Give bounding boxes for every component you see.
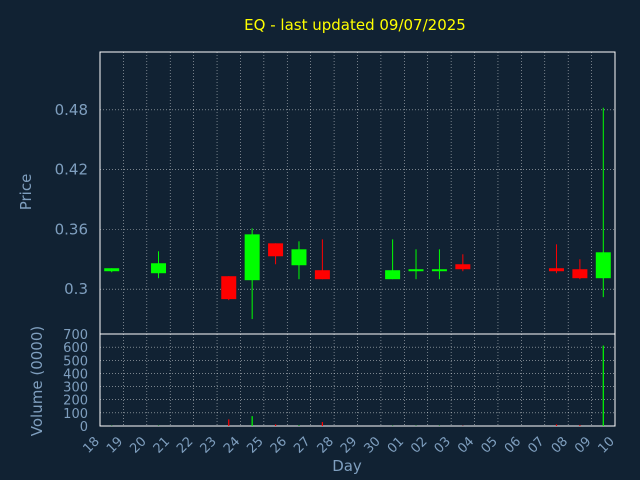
volume-tick-label: 300 — [63, 381, 88, 396]
x-tick-label: 01 — [385, 434, 407, 456]
x-tick-label: 22 — [174, 434, 196, 456]
x-tick-label: 08 — [549, 434, 571, 456]
candle-body — [291, 249, 307, 266]
x-axis-label: Day — [332, 457, 362, 475]
candle-body — [548, 268, 564, 272]
candles-layer — [104, 107, 611, 320]
volume-tick-label: 700 — [63, 328, 88, 343]
x-tick-label: 09 — [572, 434, 594, 456]
volume-bars-layer — [111, 345, 604, 426]
x-tick-label: 25 — [244, 434, 266, 456]
plot-frames — [99, 51, 616, 427]
candle-body — [455, 264, 471, 270]
x-tick-label: 30 — [361, 434, 383, 456]
x-tick-label: 05 — [478, 434, 500, 456]
price-axis-label: Price — [17, 174, 35, 211]
volume-bar — [321, 422, 323, 426]
grid-layer — [100, 52, 615, 426]
x-tick-label: 18 — [81, 434, 103, 456]
volume-tick-label: 500 — [63, 354, 88, 369]
x-tick-label: 24 — [221, 434, 243, 456]
x-tick-label: 21 — [151, 434, 173, 456]
volume-axis-label: Volume (0000) — [28, 326, 46, 436]
x-tick-label: 27 — [291, 434, 313, 456]
volume-tick-label: 0 — [80, 420, 88, 435]
volume-tick-label: 400 — [63, 367, 88, 382]
x-tick-label: 07 — [525, 434, 547, 456]
candle-body — [104, 268, 120, 272]
candle-body — [595, 252, 611, 279]
volume-bar — [251, 416, 253, 426]
price-tick-label: 0.48 — [55, 101, 88, 119]
x-tick-label: 04 — [455, 434, 477, 456]
x-tick-label: 06 — [502, 434, 524, 456]
candle-body — [572, 269, 588, 279]
x-tick-label: 03 — [432, 434, 454, 456]
volume-bar — [228, 419, 230, 426]
volume-tick-label: 100 — [63, 407, 88, 422]
volume-tick-label: 600 — [63, 341, 88, 356]
x-tick-label: 28 — [315, 434, 337, 456]
volume-tick-label: 200 — [63, 394, 88, 409]
candle-body — [221, 276, 237, 300]
volume-bar — [555, 424, 558, 426]
x-tick-label: 23 — [198, 434, 220, 456]
chart-title: EQ - last updated 09/07/2025 — [244, 16, 466, 34]
candle-body — [151, 263, 167, 274]
x-tick-label: 20 — [127, 434, 149, 456]
candle-body — [385, 270, 401, 280]
x-tick-label: 02 — [408, 434, 430, 456]
candle-body — [314, 270, 330, 280]
candle-body — [431, 269, 447, 272]
volume-bar — [579, 424, 581, 426]
volume-bar — [602, 345, 604, 426]
candle-body — [268, 243, 284, 257]
price-tick-label: 0.3 — [64, 280, 88, 298]
x-tick-label: 10 — [596, 434, 618, 456]
volume-plot-frame — [99, 333, 616, 427]
volume-bar — [274, 424, 277, 426]
volume-bar — [298, 425, 300, 426]
x-tick-label: 26 — [268, 434, 290, 456]
candle-body — [244, 234, 260, 281]
price-tick-label: 0.36 — [55, 220, 88, 238]
candle-body — [408, 269, 424, 272]
price-tick-label: 0.42 — [55, 161, 88, 179]
x-tick-label: 29 — [338, 434, 360, 456]
x-tick-label: 19 — [104, 434, 126, 456]
